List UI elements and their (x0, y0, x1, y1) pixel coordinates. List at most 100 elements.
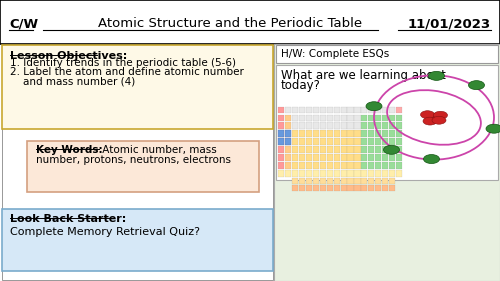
FancyBboxPatch shape (354, 178, 360, 184)
Text: Lesson Objectives:: Lesson Objectives: (10, 51, 127, 61)
FancyBboxPatch shape (326, 139, 332, 145)
FancyBboxPatch shape (320, 170, 326, 177)
FancyBboxPatch shape (362, 178, 368, 184)
Circle shape (427, 114, 441, 121)
FancyBboxPatch shape (375, 130, 382, 137)
FancyBboxPatch shape (354, 106, 360, 113)
FancyBboxPatch shape (368, 162, 374, 169)
FancyBboxPatch shape (382, 178, 388, 184)
FancyBboxPatch shape (320, 154, 326, 161)
FancyBboxPatch shape (0, 0, 500, 44)
FancyBboxPatch shape (326, 178, 332, 184)
Text: Key Words:: Key Words: (36, 145, 102, 155)
FancyBboxPatch shape (362, 154, 368, 161)
FancyBboxPatch shape (334, 106, 340, 113)
FancyBboxPatch shape (368, 146, 374, 153)
Circle shape (423, 117, 437, 125)
FancyBboxPatch shape (306, 178, 312, 184)
FancyBboxPatch shape (389, 185, 395, 191)
FancyBboxPatch shape (389, 178, 395, 184)
FancyBboxPatch shape (285, 106, 291, 113)
FancyBboxPatch shape (389, 162, 395, 169)
Circle shape (366, 102, 382, 111)
FancyBboxPatch shape (396, 130, 402, 137)
FancyBboxPatch shape (375, 146, 382, 153)
FancyBboxPatch shape (312, 162, 319, 169)
FancyBboxPatch shape (278, 154, 284, 161)
FancyBboxPatch shape (334, 146, 340, 153)
FancyBboxPatch shape (362, 170, 368, 177)
FancyBboxPatch shape (368, 154, 374, 161)
FancyBboxPatch shape (285, 170, 291, 177)
FancyBboxPatch shape (340, 178, 346, 184)
FancyBboxPatch shape (382, 130, 388, 137)
FancyBboxPatch shape (306, 115, 312, 121)
Text: What are we learning about: What are we learning about (281, 69, 446, 82)
FancyBboxPatch shape (340, 170, 346, 177)
FancyBboxPatch shape (285, 115, 291, 121)
FancyBboxPatch shape (368, 115, 374, 121)
Circle shape (468, 81, 484, 90)
Text: Atomic number, mass: Atomic number, mass (99, 145, 217, 155)
FancyBboxPatch shape (375, 178, 382, 184)
FancyBboxPatch shape (382, 154, 388, 161)
FancyBboxPatch shape (292, 123, 298, 129)
FancyBboxPatch shape (278, 139, 284, 145)
FancyBboxPatch shape (2, 209, 273, 271)
FancyBboxPatch shape (340, 146, 346, 153)
FancyBboxPatch shape (382, 146, 388, 153)
FancyBboxPatch shape (276, 45, 498, 63)
FancyBboxPatch shape (375, 185, 382, 191)
FancyBboxPatch shape (389, 170, 395, 177)
FancyBboxPatch shape (326, 123, 332, 129)
FancyBboxPatch shape (292, 154, 298, 161)
FancyBboxPatch shape (348, 170, 354, 177)
FancyBboxPatch shape (306, 154, 312, 161)
FancyBboxPatch shape (382, 170, 388, 177)
FancyBboxPatch shape (278, 123, 284, 129)
FancyBboxPatch shape (312, 154, 319, 161)
FancyBboxPatch shape (312, 178, 319, 184)
FancyBboxPatch shape (285, 154, 291, 161)
FancyBboxPatch shape (354, 139, 360, 145)
FancyBboxPatch shape (354, 130, 360, 137)
FancyBboxPatch shape (334, 178, 340, 184)
FancyBboxPatch shape (292, 139, 298, 145)
FancyBboxPatch shape (340, 139, 346, 145)
FancyBboxPatch shape (312, 106, 319, 113)
FancyBboxPatch shape (334, 185, 340, 191)
FancyBboxPatch shape (340, 185, 346, 191)
FancyBboxPatch shape (320, 162, 326, 169)
FancyBboxPatch shape (396, 170, 402, 177)
FancyBboxPatch shape (2, 45, 273, 129)
FancyBboxPatch shape (326, 185, 332, 191)
FancyBboxPatch shape (389, 130, 395, 137)
Text: Look Back Starter:: Look Back Starter: (10, 214, 126, 225)
FancyBboxPatch shape (299, 146, 305, 153)
FancyBboxPatch shape (320, 123, 326, 129)
FancyBboxPatch shape (362, 106, 368, 113)
Circle shape (384, 145, 400, 154)
FancyBboxPatch shape (348, 154, 354, 161)
FancyBboxPatch shape (274, 44, 500, 281)
Text: number, protons, neutrons, electrons: number, protons, neutrons, electrons (36, 155, 231, 165)
FancyBboxPatch shape (362, 185, 368, 191)
FancyBboxPatch shape (306, 162, 312, 169)
FancyBboxPatch shape (340, 123, 346, 129)
FancyBboxPatch shape (362, 139, 368, 145)
FancyBboxPatch shape (340, 106, 346, 113)
FancyBboxPatch shape (382, 185, 388, 191)
FancyBboxPatch shape (26, 140, 259, 192)
FancyBboxPatch shape (312, 123, 319, 129)
FancyBboxPatch shape (354, 115, 360, 121)
FancyBboxPatch shape (389, 106, 395, 113)
FancyBboxPatch shape (299, 106, 305, 113)
FancyBboxPatch shape (278, 130, 284, 137)
FancyBboxPatch shape (334, 139, 340, 145)
FancyBboxPatch shape (389, 146, 395, 153)
FancyBboxPatch shape (375, 154, 382, 161)
FancyBboxPatch shape (312, 139, 319, 145)
FancyBboxPatch shape (354, 162, 360, 169)
FancyBboxPatch shape (368, 123, 374, 129)
FancyBboxPatch shape (396, 162, 402, 169)
